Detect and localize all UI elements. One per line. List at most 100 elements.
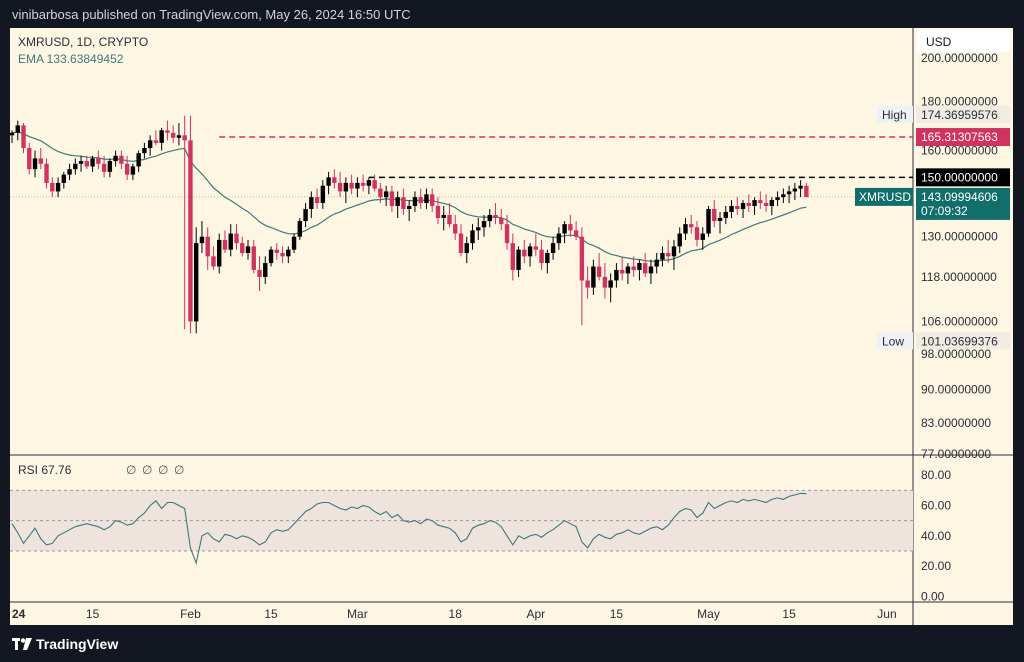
candle-body[interactable]	[291, 236, 297, 250]
candle-body[interactable]	[332, 177, 337, 183]
candle-body[interactable]	[211, 256, 216, 267]
candle-body[interactable]	[55, 182, 61, 192]
candle-body[interactable]	[263, 263, 268, 277]
candle-body[interactable]	[326, 177, 331, 186]
candle-body[interactable]	[406, 205, 412, 209]
candle-body[interactable]	[608, 280, 613, 288]
candle-body[interactable]	[84, 161, 90, 167]
candle-body[interactable]	[383, 191, 389, 198]
candle-body[interactable]	[268, 249, 274, 264]
candle-body[interactable]	[182, 135, 187, 141]
currency-box[interactable]	[917, 30, 1010, 52]
candle-body[interactable]	[337, 182, 343, 192]
candle-body[interactable]	[418, 197, 423, 204]
candle-body[interactable]	[430, 194, 435, 206]
candle-body[interactable]	[619, 269, 625, 274]
candle-body[interactable]	[717, 218, 723, 222]
candle-body[interactable]	[798, 185, 803, 189]
candle-body[interactable]	[729, 205, 734, 212]
candle-body[interactable]	[395, 197, 400, 206]
candle-body[interactable]	[401, 197, 406, 209]
candle-body[interactable]	[522, 249, 527, 257]
candle-body[interactable]	[706, 208, 711, 234]
candle-body[interactable]	[786, 191, 792, 195]
candle-body[interactable]	[170, 132, 176, 138]
candle-body[interactable]	[758, 200, 763, 204]
candle-body[interactable]	[476, 227, 481, 231]
candle-body[interactable]	[309, 197, 314, 209]
candle-body[interactable]	[130, 166, 136, 175]
candle-body[interactable]	[723, 211, 728, 219]
candle-body[interactable]	[804, 185, 809, 198]
candle-body[interactable]	[470, 230, 475, 244]
candle-body[interactable]	[424, 194, 429, 204]
candle-body[interactable]	[38, 158, 43, 164]
candle-body[interactable]	[21, 125, 26, 148]
candle-body[interactable]	[286, 249, 291, 257]
candle-body[interactable]	[32, 158, 38, 170]
candle-body[interactable]	[683, 224, 688, 234]
candle-body[interactable]	[642, 263, 648, 274]
candle-body[interactable]	[677, 233, 682, 247]
candle-body[interactable]	[355, 182, 360, 189]
tradingview-logo[interactable]: TradingView	[12, 636, 118, 652]
candle-body[interactable]	[366, 180, 372, 186]
candle-body[interactable]	[217, 239, 222, 267]
candle-body[interactable]	[527, 246, 533, 257]
candle-body[interactable]	[637, 263, 642, 270]
candle-body[interactable]	[481, 221, 487, 228]
candle-body[interactable]	[96, 158, 101, 164]
candle-body[interactable]	[579, 236, 585, 281]
candle-body[interactable]	[101, 163, 107, 172]
candle-body[interactable]	[107, 161, 113, 172]
candle-body[interactable]	[257, 269, 262, 277]
candle-body[interactable]	[694, 227, 700, 240]
candle-body[interactable]	[568, 224, 573, 231]
candle-body[interactable]	[775, 197, 780, 201]
candle-body[interactable]	[591, 266, 596, 288]
candle-body[interactable]	[556, 233, 562, 244]
candle-body[interactable]	[222, 239, 228, 250]
candle-body[interactable]	[585, 280, 590, 288]
candle-body[interactable]	[689, 224, 694, 228]
candle-body[interactable]	[654, 259, 659, 267]
candle-body[interactable]	[504, 224, 510, 244]
candle-body[interactable]	[792, 188, 798, 192]
candle-body[interactable]	[234, 233, 239, 244]
candle-body[interactable]	[67, 169, 72, 175]
candle-body[interactable]	[389, 191, 395, 206]
candle-body[interactable]	[464, 243, 469, 253]
candle-body[interactable]	[499, 218, 504, 225]
candle-body[interactable]	[631, 266, 636, 270]
candle-body[interactable]	[545, 252, 550, 264]
candle-body[interactable]	[435, 205, 441, 219]
candle-body[interactable]	[614, 269, 619, 281]
candle-body[interactable]	[61, 174, 67, 183]
candle-body[interactable]	[199, 236, 205, 244]
candle-body[interactable]	[493, 214, 498, 219]
candle-body[interactable]	[763, 203, 769, 206]
candle-body[interactable]	[320, 185, 326, 204]
candle-body[interactable]	[458, 233, 464, 253]
candle-body[interactable]	[280, 252, 285, 257]
candle-body[interactable]	[245, 246, 251, 253]
candle-body[interactable]	[533, 246, 539, 250]
candle-body[interactable]	[165, 130, 170, 133]
candle-body[interactable]	[44, 163, 49, 183]
candle-body[interactable]	[297, 221, 303, 237]
candle-body[interactable]	[487, 214, 492, 222]
candle-body[interactable]	[562, 224, 567, 234]
candle-body[interactable]	[73, 163, 78, 170]
candle-body[interactable]	[124, 163, 130, 175]
chart-area[interactable]: XMRUSD, 1D, CRYPTO EMA 133.63849452 RSI 67…	[9, 28, 1013, 625]
candle-body[interactable]	[205, 236, 210, 257]
candle-body[interactable]	[573, 230, 579, 237]
candle-body[interactable]	[159, 130, 164, 143]
candle-body[interactable]	[142, 147, 147, 154]
candle-body[interactable]	[240, 243, 245, 253]
candle-body[interactable]	[510, 243, 515, 270]
candle-body[interactable]	[50, 182, 55, 192]
candle-body[interactable]	[27, 147, 32, 170]
candle-body[interactable]	[516, 249, 521, 270]
candle-body[interactable]	[188, 140, 193, 322]
